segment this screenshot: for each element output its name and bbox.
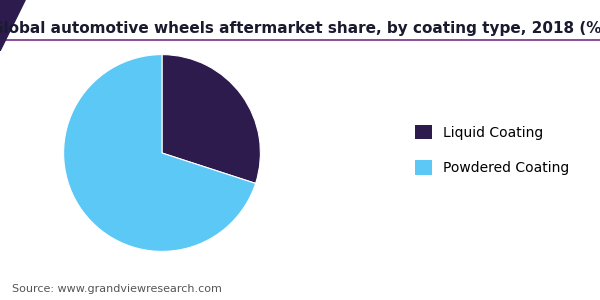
Polygon shape <box>0 0 25 51</box>
Wedge shape <box>64 55 256 251</box>
Legend: Liquid Coating, Powdered Coating: Liquid Coating, Powdered Coating <box>410 119 575 181</box>
Text: Source: www.grandviewresearch.com: Source: www.grandviewresearch.com <box>12 284 222 294</box>
Text: Global automotive wheels aftermarket share, by coating type, 2018 (%): Global automotive wheels aftermarket sha… <box>0 21 600 36</box>
Wedge shape <box>162 55 260 183</box>
